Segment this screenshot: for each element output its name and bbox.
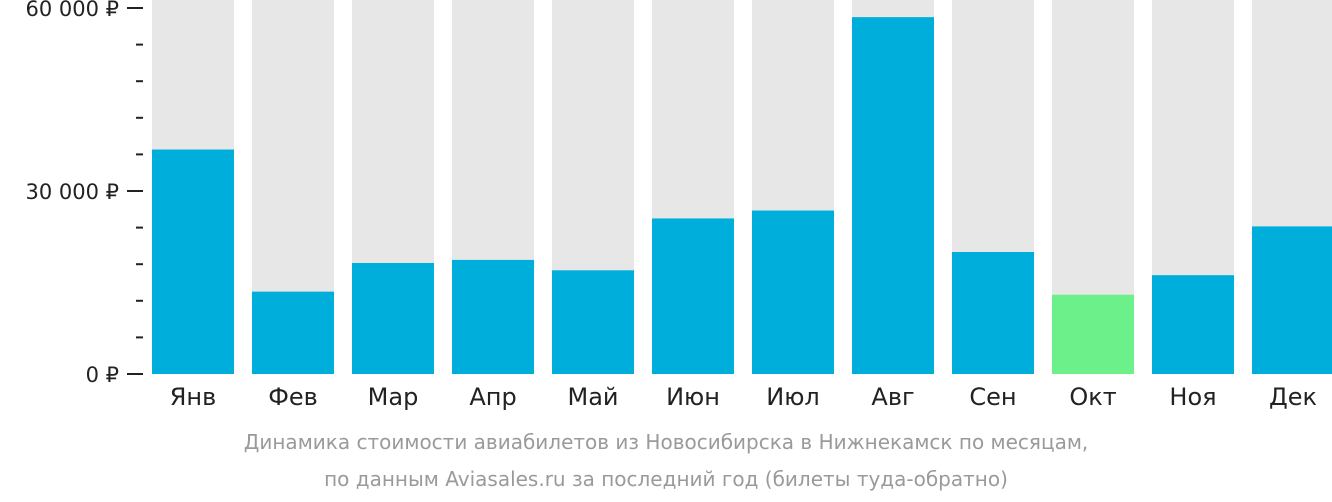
- bar-7: [752, 210, 834, 374]
- bar-12: [1252, 226, 1332, 374]
- bar-5: [552, 270, 634, 374]
- chart-caption-line-2: по данным Aviasales.ru за последний год …: [324, 467, 1008, 491]
- x-tick-label-7: Июл: [766, 383, 820, 411]
- x-tick-label-12: Дек: [1269, 383, 1317, 411]
- x-tick-label-8: Авг: [871, 383, 914, 411]
- x-tick-label-6: Июн: [666, 383, 720, 411]
- bar-11: [1152, 275, 1234, 374]
- x-tick-label-9: Сен: [969, 383, 1016, 411]
- bar-1: [152, 149, 234, 374]
- x-tick-label-4: Апр: [469, 383, 516, 411]
- x-tick-label-2: Фев: [268, 383, 318, 411]
- y-tick-label-2: 30 000 ₽: [25, 180, 119, 204]
- y-tick-label-3: 60 000 ₽: [25, 0, 119, 21]
- bar-4: [452, 259, 534, 374]
- x-tick-label-10: Окт: [1069, 383, 1116, 411]
- x-tick-label-1: Янв: [170, 383, 217, 411]
- bar-2: [252, 291, 334, 374]
- x-tick-label-3: Мар: [368, 383, 419, 411]
- bar-6: [652, 218, 734, 374]
- bar-10: [1052, 294, 1134, 374]
- bar-9: [952, 252, 1034, 374]
- y-tick-label-1: 0 ₽: [86, 363, 119, 387]
- x-tick-label-5: Май: [567, 383, 618, 411]
- price-bar-chart: Янв Фев Мар Апр Май Июн Июл Авг Сен Окт Ноя Дек 0 ₽ 3…: [25, 0, 1332, 411]
- bar-8: [852, 17, 934, 375]
- bar-3: [352, 262, 434, 374]
- x-tick-label-11: Ноя: [1169, 383, 1216, 411]
- chart-caption-line-1: Динамика стоимости авиабилетов из Новоси…: [243, 430, 1089, 454]
